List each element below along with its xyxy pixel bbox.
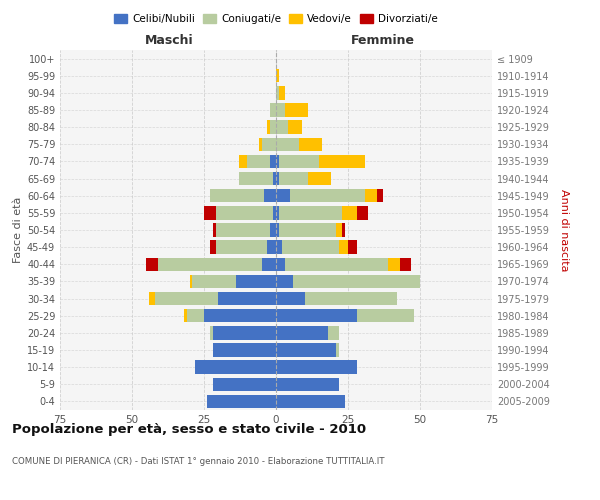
Bar [239,154,247,168]
Bar [204,309,276,322]
Bar [279,224,337,236]
Bar [328,326,340,340]
Bar [247,154,270,168]
Bar [365,189,377,202]
Bar [284,258,388,271]
Bar [276,120,287,134]
Bar [377,189,383,202]
Bar [207,394,276,408]
Bar [356,309,414,322]
Bar [348,240,356,254]
Bar [276,138,299,151]
Bar [270,224,276,236]
Bar [270,154,276,168]
Bar [212,326,276,340]
Bar [279,172,308,186]
Bar [212,224,215,236]
Bar [259,138,262,151]
Bar [273,206,276,220]
Bar [276,344,337,356]
Bar [305,292,397,306]
Bar [276,154,279,168]
Bar [287,120,302,134]
Bar [276,326,328,340]
Bar [193,274,236,288]
Bar [337,224,342,236]
Bar [279,86,284,100]
Bar [279,206,342,220]
Bar [196,360,276,374]
Bar [337,344,340,356]
Y-axis label: Fasce di età: Fasce di età [13,197,23,263]
Bar [276,292,305,306]
Bar [276,240,282,254]
Bar [342,206,356,220]
Bar [400,258,412,271]
Bar [279,154,319,168]
Bar [184,309,187,322]
Text: Maschi: Maschi [145,34,194,46]
Bar [356,206,368,220]
Bar [273,172,276,186]
Bar [239,172,273,186]
Bar [262,138,276,151]
Bar [268,120,270,134]
Bar [293,274,420,288]
Bar [340,240,348,254]
Bar [290,189,365,202]
Bar [276,104,284,117]
Bar [276,172,279,186]
Bar [210,189,265,202]
Bar [276,206,279,220]
Bar [212,344,276,356]
Text: Popolazione per età, sesso e stato civile - 2010: Popolazione per età, sesso e stato civil… [12,422,366,436]
Bar [284,104,308,117]
Bar [158,258,262,271]
Bar [276,360,356,374]
Bar [388,258,400,271]
Bar [218,292,276,306]
Bar [282,240,340,254]
Bar [262,258,276,271]
Y-axis label: Anni di nascita: Anni di nascita [559,188,569,271]
Bar [276,189,290,202]
Bar [149,292,155,306]
Bar [212,378,276,391]
Bar [319,154,365,168]
Bar [308,172,331,186]
Text: COMUNE DI PIERANICA (CR) - Dati ISTAT 1° gennaio 2010 - Elaborazione TUTTITALIA.: COMUNE DI PIERANICA (CR) - Dati ISTAT 1°… [12,458,385,466]
Bar [265,189,276,202]
Bar [236,274,276,288]
Bar [215,206,273,220]
Bar [276,86,279,100]
Bar [155,292,218,306]
Bar [270,104,276,117]
Bar [187,309,204,322]
Bar [270,120,276,134]
Bar [276,394,345,408]
Bar [215,240,268,254]
Bar [190,274,193,288]
Bar [342,224,345,236]
Bar [276,224,279,236]
Bar [146,258,158,271]
Bar [276,69,279,82]
Bar [276,274,293,288]
Bar [268,240,276,254]
Bar [204,206,215,220]
Bar [276,309,356,322]
Bar [210,240,215,254]
Bar [299,138,322,151]
Text: Femmine: Femmine [350,34,415,46]
Legend: Celibi/Nubili, Coniugati/e, Vedovi/e, Divorziati/e: Celibi/Nubili, Coniugati/e, Vedovi/e, Di… [110,10,442,29]
Bar [210,326,212,340]
Bar [276,258,284,271]
Bar [215,224,270,236]
Bar [276,378,340,391]
